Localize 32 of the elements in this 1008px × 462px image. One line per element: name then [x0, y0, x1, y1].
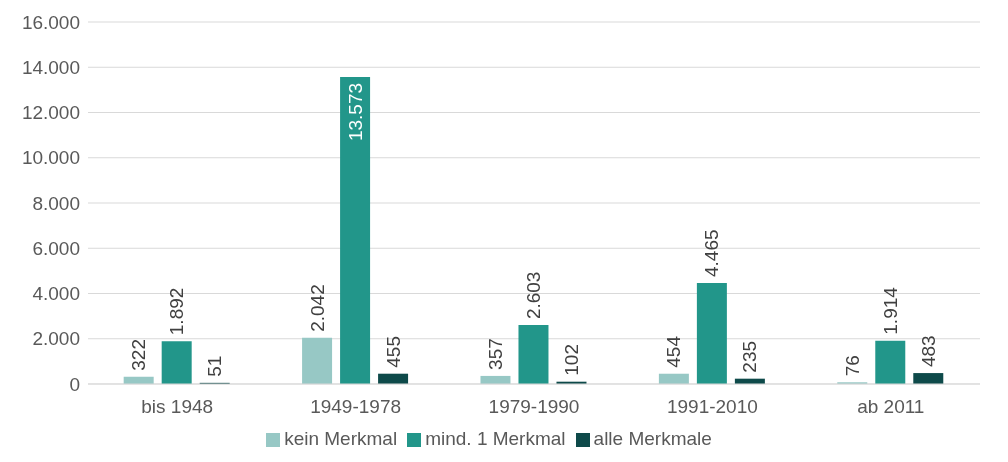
y-tick-label: 12.000: [21, 102, 80, 124]
data-label: 13.573: [344, 82, 366, 142]
data-label: 1.914: [879, 286, 901, 335]
data-label: 102: [560, 343, 582, 376]
x-tick-label: 1979-1990: [488, 396, 580, 418]
data-label: 51: [204, 355, 226, 377]
legend-label: alle Merkmale: [593, 428, 712, 449]
data-label: 235: [739, 340, 761, 373]
y-tick-label: 6.000: [32, 237, 80, 259]
y-tick-label: 4.000: [32, 283, 80, 305]
y-tick-label: 8.000: [32, 192, 80, 214]
data-label: 483: [917, 335, 939, 368]
y-tick-label: 14.000: [21, 57, 80, 78]
x-tick-label: 1991-2010: [666, 396, 758, 418]
data-label: 454: [663, 335, 685, 368]
data-label: 2.603: [522, 271, 544, 320]
x-tick-label: bis 1948: [141, 396, 214, 418]
data-label: 76: [841, 355, 863, 377]
legend-label: mind. 1 Merkmal: [425, 428, 566, 449]
data-label: 4.465: [701, 229, 723, 277]
y-tick-label: 16.000: [21, 11, 80, 33]
x-tick-label: 1949-1978: [310, 396, 402, 418]
legend-label: kein Merkmal: [284, 428, 398, 449]
data-label: 455: [382, 336, 404, 368]
y-tick-label: 2.000: [32, 328, 80, 350]
data-label: 322: [128, 339, 150, 371]
data-label: 357: [484, 338, 506, 370]
y-tick-label: 10.000: [21, 147, 80, 169]
x-tick-label: ab 2011: [857, 396, 925, 418]
data-label: 1.892: [166, 287, 188, 336]
data-label: 2.042: [306, 284, 328, 332]
y-tick-label: 0: [69, 373, 80, 395]
